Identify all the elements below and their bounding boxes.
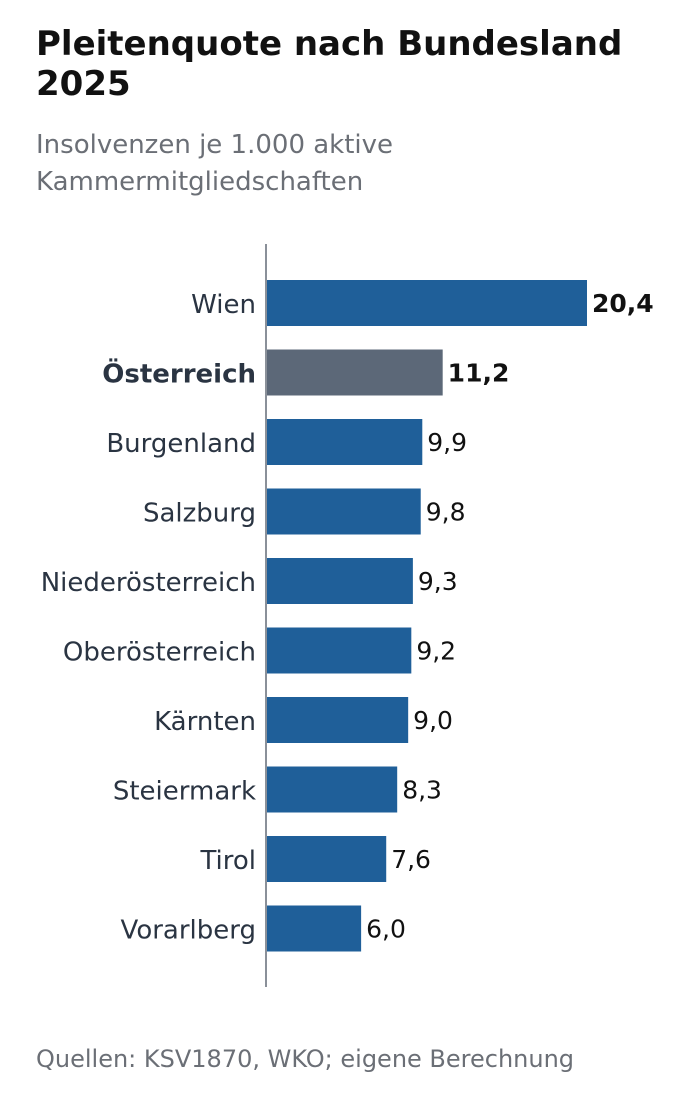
value-label-niederoesterreich: 9,3 <box>418 567 458 596</box>
bar-vorarlberg <box>267 905 362 952</box>
value-label-tirol: 7,6 <box>391 845 431 874</box>
bar-oberoesterreich <box>267 627 412 674</box>
chart-title: Pleitenquote nach Bundesland 2025 <box>36 24 623 104</box>
category-label-kaernten: Kärnten <box>154 707 256 737</box>
bar-salzburg <box>267 488 421 535</box>
value-label-kaernten: 9,0 <box>413 706 453 735</box>
value-label-oberoesterreich: 9,2 <box>416 637 456 666</box>
chart-subtitle: Insolvenzen je 1.000 aktive Kammermitgli… <box>36 130 394 197</box>
category-label-wien: Wien <box>191 290 256 320</box>
category-label-salzburg: Salzburg <box>143 499 256 529</box>
category-label-niederoesterreich: Niederösterreich <box>41 568 256 598</box>
category-label-burgenland: Burgenland <box>106 429 256 459</box>
value-label-wien: 20,4 <box>592 289 654 318</box>
value-label-steiermark: 8,3 <box>402 776 442 805</box>
category-label-vorarlberg: Vorarlberg <box>121 916 256 946</box>
value-label-oesterreich: 11,2 <box>448 359 510 388</box>
bar-tirol <box>267 836 387 882</box>
category-label-steiermark: Steiermark <box>113 777 256 807</box>
value-label-salzburg: 9,8 <box>426 498 466 527</box>
bars-group: Wien 20,4 Österreich 11,2 Burgenland 9,9 Salzb… <box>41 280 654 952</box>
category-label-oberoesterreich: Oberösterreich <box>63 638 256 668</box>
bar-wien <box>267 280 587 326</box>
source-note: Quellen: KSV1870, WKO; eigene Berechnung <box>36 1045 575 1073</box>
bar-burgenland <box>267 419 423 465</box>
bar-steiermark <box>267 766 398 813</box>
bar-niederoesterreich <box>267 558 413 604</box>
bar-oesterreich <box>267 349 443 396</box>
value-label-burgenland: 9,9 <box>427 428 467 457</box>
bar-kaernten <box>267 697 409 743</box>
category-label-tirol: Tirol <box>199 846 256 876</box>
value-label-vorarlberg: 6,0 <box>366 915 406 944</box>
category-label-oesterreich: Österreich <box>102 357 256 390</box>
